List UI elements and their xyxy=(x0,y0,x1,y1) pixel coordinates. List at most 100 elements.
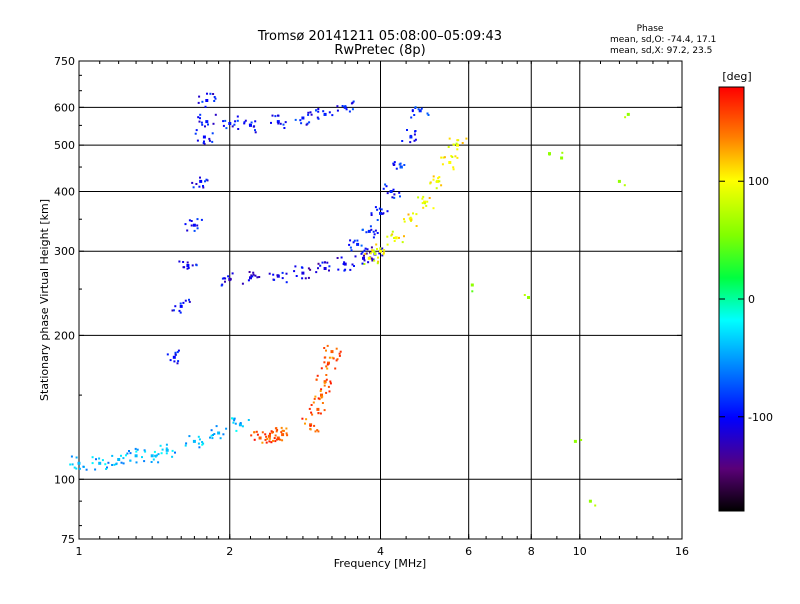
echo-point xyxy=(624,116,627,119)
echo-point xyxy=(143,460,146,463)
echo-point xyxy=(274,440,277,443)
echo-point xyxy=(69,463,72,466)
echo-point xyxy=(314,430,317,433)
echo-point xyxy=(203,140,205,143)
echo-point xyxy=(198,120,201,123)
echo-point xyxy=(213,100,216,102)
echo-point xyxy=(372,230,375,233)
echo-point xyxy=(345,108,348,111)
echo-point xyxy=(393,161,396,164)
echo-point xyxy=(268,272,271,275)
echo-point xyxy=(386,243,389,246)
echo-point xyxy=(129,452,132,455)
echo-point xyxy=(231,125,234,128)
echo-point xyxy=(186,261,189,264)
echo-point xyxy=(199,117,201,120)
echo-point xyxy=(314,395,317,398)
echo-point xyxy=(232,421,235,424)
echo-point xyxy=(120,461,123,464)
data-point xyxy=(202,135,206,139)
echo-point xyxy=(209,436,211,439)
echo-point xyxy=(353,239,356,242)
echo-point xyxy=(193,229,196,232)
echo-point xyxy=(220,284,223,287)
echo-point xyxy=(252,273,255,276)
echo-point xyxy=(150,461,153,463)
echo-point xyxy=(438,180,441,183)
echo-point xyxy=(360,252,363,255)
echo-point xyxy=(415,213,418,216)
echo-point xyxy=(313,424,316,427)
echo-point xyxy=(244,119,247,122)
echo-point xyxy=(391,230,394,233)
echo-point xyxy=(111,454,114,457)
echo-point xyxy=(352,100,355,103)
echo-point xyxy=(239,422,242,424)
data-point xyxy=(617,179,621,183)
echo-point xyxy=(174,351,177,354)
data-point xyxy=(560,156,564,160)
echo-point xyxy=(452,168,455,171)
x-tick-label: 10 xyxy=(573,545,587,558)
echo-point xyxy=(264,438,267,441)
echo-point xyxy=(323,113,326,116)
data-point xyxy=(436,179,440,183)
data-point xyxy=(301,271,305,275)
echo-point xyxy=(323,347,326,349)
data-point xyxy=(150,454,154,458)
echo-point xyxy=(250,434,253,437)
echo-point xyxy=(373,259,376,262)
echo-point xyxy=(409,216,412,219)
echo-point xyxy=(198,185,201,188)
echo-point xyxy=(371,259,374,262)
echo-point xyxy=(561,151,564,154)
echo-point xyxy=(197,442,200,445)
echo-point xyxy=(276,274,279,277)
data-point xyxy=(573,439,577,443)
echo-point xyxy=(365,231,368,234)
echo-point xyxy=(336,109,339,112)
echo-point xyxy=(272,439,274,442)
echo-point xyxy=(105,468,108,470)
echo-point xyxy=(363,254,365,257)
data-point xyxy=(323,267,327,270)
echo-point xyxy=(325,374,328,376)
echo-point xyxy=(250,121,253,124)
echo-point xyxy=(378,252,381,255)
echo-point xyxy=(295,275,298,277)
echo-point xyxy=(316,429,319,432)
echo-point xyxy=(374,206,377,209)
echo-point xyxy=(323,361,326,364)
echo-point xyxy=(210,429,213,432)
echo-point xyxy=(370,214,373,216)
chart-subtitle: RwPretec (8p) xyxy=(334,43,425,58)
echo-point xyxy=(323,384,326,387)
echo-point xyxy=(182,261,185,263)
echo-point xyxy=(165,452,168,455)
echo-point xyxy=(328,111,331,114)
echo-point xyxy=(190,220,193,222)
echo-point xyxy=(372,249,375,252)
data-point xyxy=(356,242,360,246)
echo-point xyxy=(204,125,206,128)
echo-point xyxy=(221,277,224,280)
echo-point xyxy=(219,437,222,440)
data-point xyxy=(323,380,327,384)
echo-point xyxy=(207,123,209,126)
echo-point xyxy=(224,119,227,122)
echo-point xyxy=(222,120,225,123)
data-point xyxy=(309,423,313,427)
data-point xyxy=(228,122,232,125)
echo-point xyxy=(281,277,284,280)
echo-point xyxy=(282,123,285,126)
echo-point xyxy=(188,219,191,222)
data-point xyxy=(343,105,347,109)
echo-point xyxy=(414,130,417,132)
echo-point xyxy=(328,356,331,359)
echo-point xyxy=(283,127,286,129)
data-point xyxy=(418,109,422,113)
echo-point xyxy=(411,110,414,113)
echo-point xyxy=(152,458,155,461)
echo-point xyxy=(304,277,307,280)
echo-point xyxy=(441,163,444,166)
